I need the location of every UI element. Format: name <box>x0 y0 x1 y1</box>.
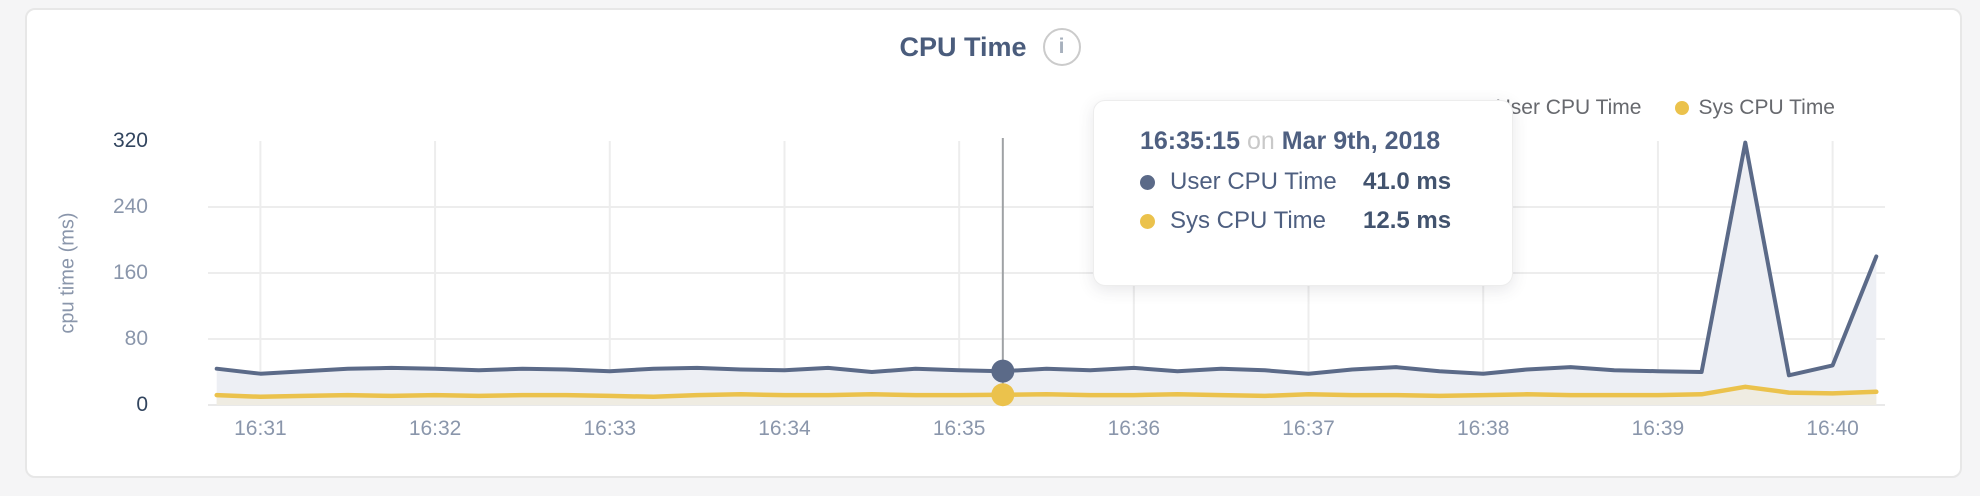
tooltip-series-value: 41.0 ms <box>1363 168 1452 195</box>
series-line <box>214 384 1879 400</box>
info-icon[interactable]: i <box>1042 28 1081 66</box>
sys-series-dot-icon <box>1140 213 1155 229</box>
x-tick-label: 16:33 <box>583 417 637 440</box>
y-tick-label: 80 <box>124 327 148 350</box>
highlight-dot <box>991 359 1015 383</box>
legend-item-sys-cpu-time[interactable]: Sys CPU Time <box>1675 96 1835 120</box>
y-tick-label: 0 <box>136 393 148 416</box>
tooltip-row-user: User CPU Time 41.0 ms <box>1140 168 1482 196</box>
y-tick-label: 320 <box>112 129 148 152</box>
tooltip-date: Mar 9th, 2018 <box>1281 127 1441 155</box>
series-line <box>214 140 1879 378</box>
card-header: CPU Time i <box>0 28 1980 66</box>
chart-legend: User CPU Time Sys CPU Time <box>1472 96 1835 120</box>
x-tick-label: 16:32 <box>408 417 462 440</box>
tooltip-series-label: User CPU Time <box>1170 168 1337 195</box>
tooltip-series-value: 12.5 ms <box>1363 207 1452 234</box>
x-tick-label: 16:39 <box>1631 417 1685 440</box>
x-tick-label: 16:35 <box>932 417 986 440</box>
tooltip-connector: on <box>1247 127 1275 155</box>
y-tick-label: 160 <box>112 261 148 284</box>
legend-label: User CPU Time <box>1495 96 1642 119</box>
chart-tooltip: 16:35:15 on Mar 9th, 2018 User CPU Time … <box>1093 100 1513 286</box>
y-tick-label: 240 <box>112 195 148 218</box>
tooltip-timestamp: 16:35:15 on Mar 9th, 2018 <box>1140 127 1482 156</box>
x-axis-labels: 16:31 16:32 16:33 16:34 16:35 16:36 16:37 16:38… <box>208 417 1885 447</box>
x-tick-label: 16:37 <box>1282 417 1335 440</box>
series-area <box>216 142 1877 405</box>
tooltip-time: 16:35:15 <box>1140 127 1241 155</box>
y-axis-labels: 0 80 160 240 320 <box>0 129 148 416</box>
chart-title: CPU Time <box>899 31 1027 62</box>
sys-series-dot-icon <box>1675 101 1690 115</box>
user-series-dot-icon <box>1140 174 1155 190</box>
legend-label: Sys CPU Time <box>1698 96 1835 119</box>
tooltip-row-sys: Sys CPU Time 12.5 ms <box>1140 207 1482 235</box>
x-tick-label: 16:38 <box>1456 417 1510 440</box>
highlight-dot <box>991 383 1015 407</box>
plot-svg[interactable] <box>208 138 1885 407</box>
x-tick-label: 16:31 <box>234 417 287 440</box>
x-tick-label: 16:36 <box>1107 417 1161 440</box>
x-tick-label: 16:40 <box>1806 417 1859 440</box>
tooltip-series-label: Sys CPU Time <box>1170 207 1327 234</box>
x-tick-label: 16:34 <box>758 417 811 440</box>
